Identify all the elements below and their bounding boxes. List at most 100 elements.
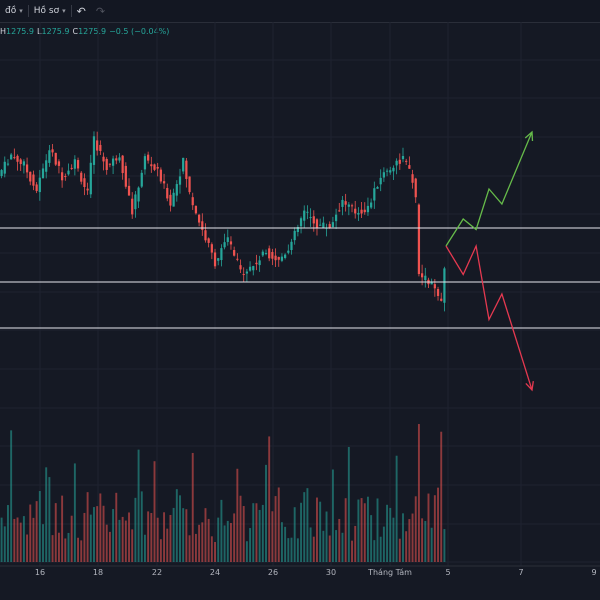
volume-bar — [226, 520, 229, 562]
volume-bar — [293, 507, 296, 562]
candle-body — [433, 284, 436, 289]
candle-body — [350, 205, 354, 207]
candle-body — [57, 161, 61, 166]
volume-bar — [312, 536, 315, 562]
candle-body — [147, 154, 150, 161]
candle-body — [299, 218, 303, 227]
volume-bar — [57, 532, 60, 562]
volume-bar — [268, 436, 271, 562]
candle-body — [207, 238, 210, 243]
volume-bar — [80, 540, 83, 562]
volume-bar — [35, 501, 38, 562]
candle-body — [401, 155, 405, 160]
volume-bar — [147, 511, 150, 562]
candle-body — [389, 170, 392, 173]
volume-bar — [370, 515, 373, 562]
volume-bar — [306, 488, 309, 562]
volume-bar — [433, 495, 436, 562]
volume-bar — [331, 469, 334, 562]
volume-bar — [7, 505, 9, 562]
candle-body — [398, 159, 401, 164]
candle-body — [268, 248, 271, 259]
volume-bar — [261, 504, 264, 562]
chevron-down-icon: ▾ — [62, 7, 66, 15]
volume-bar — [169, 514, 172, 562]
volume-bar — [156, 517, 159, 562]
x-tick-label: 26 — [268, 568, 278, 577]
undo-icon[interactable]: ↶ — [76, 4, 86, 18]
x-tick-label: 9 — [591, 568, 596, 577]
volume-bar — [223, 525, 226, 562]
chart-type-dropdown[interactable]: đồ ▾ — [0, 0, 28, 22]
volume-bar — [143, 534, 146, 562]
volume-bar — [185, 509, 188, 562]
candle-body — [264, 253, 268, 255]
candle-body — [96, 140, 99, 151]
candle-body — [32, 174, 35, 186]
x-tick-label: 22 — [152, 568, 162, 577]
volume-bar — [42, 524, 44, 562]
candle-body — [99, 144, 102, 151]
candle-body — [64, 176, 67, 178]
candle-body — [124, 165, 127, 187]
volume-bar — [159, 539, 162, 562]
candle-body — [280, 256, 284, 261]
volume-bar — [344, 498, 347, 562]
candle-body — [3, 161, 6, 174]
candle-body — [290, 241, 293, 251]
candle-body — [191, 197, 194, 206]
volume-bar — [255, 503, 258, 562]
volume-bar — [405, 531, 408, 562]
candle-body — [255, 262, 258, 265]
chart-toolbar: đồ ▾ Hồ sơ ▾ ↶ ↷ — [0, 0, 600, 23]
volume-bar — [322, 530, 325, 562]
redo-icon[interactable]: ↷ — [95, 4, 106, 18]
candle-body — [382, 172, 385, 178]
volume-bar — [140, 491, 143, 562]
candle-body — [6, 163, 10, 165]
volume-bar — [430, 527, 433, 562]
x-tick-label: 18 — [93, 568, 103, 577]
volume-bar — [16, 517, 19, 562]
candle-body — [67, 170, 70, 175]
candle-body — [363, 209, 366, 213]
volume-bar — [153, 461, 156, 562]
candle-body — [169, 194, 172, 206]
volume-bar — [341, 532, 344, 562]
candle-body — [242, 274, 245, 276]
candle-body — [16, 155, 19, 162]
volume-bar — [150, 512, 153, 562]
candle-body — [424, 275, 427, 281]
volume-bar — [61, 495, 64, 562]
volume-bar — [64, 538, 67, 562]
volume-bar — [351, 540, 353, 562]
chart-type-label: đồ — [5, 6, 17, 16]
candle-body — [245, 271, 249, 274]
volume-bar — [440, 431, 443, 562]
high-value: 1275.9 — [6, 27, 35, 36]
candle-body — [210, 244, 213, 253]
candle-body — [25, 164, 29, 173]
volume-bar — [392, 517, 395, 562]
x-tick-label: 30 — [326, 568, 336, 577]
candle-body — [405, 160, 408, 162]
candle-body — [430, 281, 433, 285]
volume-bar — [249, 528, 252, 562]
candle-body — [182, 157, 185, 172]
volume-bar — [239, 495, 242, 562]
volume-bar — [316, 497, 318, 562]
volume-bar — [258, 509, 261, 562]
candle-body — [83, 178, 86, 188]
volume-bar — [363, 503, 366, 562]
volume-bar — [280, 522, 283, 562]
volume-bar — [204, 508, 207, 562]
candle-body — [86, 188, 89, 191]
candle-body — [35, 184, 38, 191]
candle-body — [344, 201, 347, 205]
candle-body — [45, 160, 48, 172]
candle-body — [204, 230, 207, 241]
candle-body — [111, 158, 115, 166]
volume-bar — [325, 511, 328, 562]
profile-dropdown[interactable]: Hồ sơ ▾ — [29, 0, 71, 22]
